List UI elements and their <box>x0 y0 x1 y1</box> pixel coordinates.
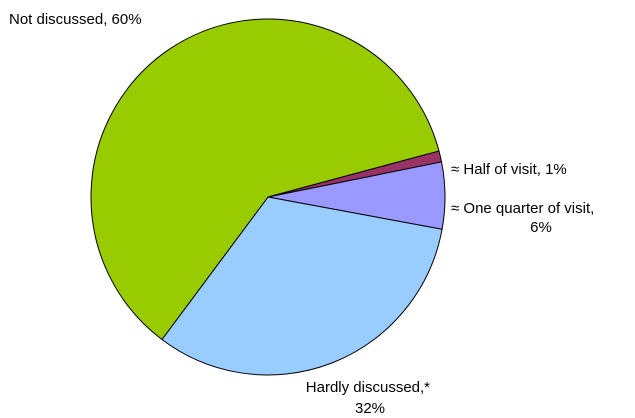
pie-slices <box>90 18 446 376</box>
pie-labels: ≈ Half of visit, 1% ≈ One quarter of vis… <box>9 11 598 417</box>
label-one-quarter-of-visit-line-2: 6% <box>530 219 552 236</box>
label-half-of-visit-line-1: ≈ Half of visit, 1% <box>451 161 567 178</box>
label-hardly-discussed-line-2: 32% <box>355 400 385 417</box>
label-one-quarter-of-visit: ≈ One quarter of visit, 6% <box>451 200 598 236</box>
label-half-of-visit: ≈ Half of visit, 1% <box>451 161 567 178</box>
label-not-discussed-line-1: Not discussed, 60% <box>9 11 142 28</box>
label-not-discussed: Not discussed, 60% <box>9 11 142 28</box>
slice-not-discussed <box>90 18 440 341</box>
slice-hardly-discussed <box>161 196 443 376</box>
label-hardly-discussed: Hardly discussed,* 32% <box>306 379 434 417</box>
label-hardly-discussed-line-1: Hardly discussed,* <box>306 379 430 396</box>
label-one-quarter-of-visit-line-1: ≈ One quarter of visit, <box>451 200 594 217</box>
